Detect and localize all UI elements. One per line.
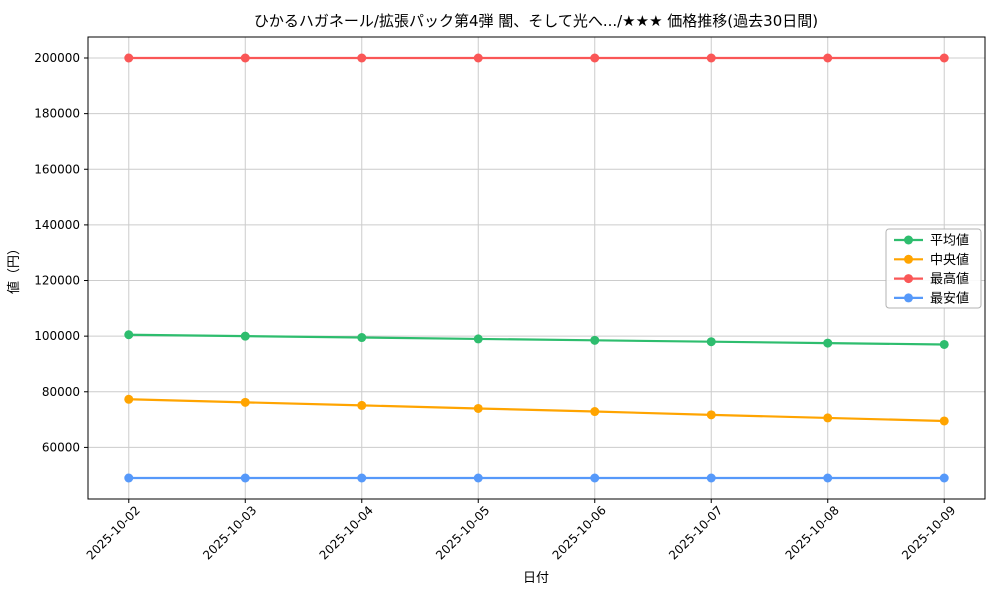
x-axis-label: 日付: [523, 571, 549, 586]
y-tick-label: 120000: [34, 274, 80, 288]
data-point-median-price: [473, 403, 483, 413]
data-point-lowest-price: [240, 473, 250, 483]
y-tick-label: 80000: [42, 385, 80, 399]
data-point-average-price: [823, 338, 833, 348]
grid-layer: [88, 37, 985, 499]
data-point-median-price: [939, 416, 949, 426]
legend-marker-dot-average-price: [904, 235, 913, 245]
chart-title: ひかるハガネール/拡張パック第4弾 闇、そして光へ.../★★★ 価格推移(過去…: [254, 12, 818, 30]
data-point-average-price: [706, 337, 716, 347]
data-point-median-price: [706, 410, 716, 420]
data-point-average-price: [939, 339, 949, 349]
legend-marker-dot-median-price: [904, 254, 913, 264]
data-point-average-price: [124, 330, 134, 340]
data-point-average-price: [590, 335, 600, 345]
data-point-median-price: [590, 407, 600, 417]
data-point-median-price: [823, 413, 833, 423]
x-tick-label: 2025-10-05: [433, 503, 492, 562]
data-point-average-price: [240, 331, 250, 341]
legend-marker-dot-lowest-price: [904, 293, 913, 303]
data-point-highest-price: [823, 53, 833, 63]
data-point-median-price: [357, 400, 367, 410]
x-tick-label: 2025-10-06: [550, 503, 609, 562]
data-point-median-price: [240, 397, 250, 407]
legend-marker-dot-highest-price: [904, 274, 913, 284]
x-tick-label: 2025-10-04: [317, 503, 376, 562]
x-tick-label: 2025-10-09: [899, 503, 958, 562]
data-point-highest-price: [706, 53, 716, 63]
y-tick-label: 160000: [34, 162, 80, 176]
x-tick-label: 2025-10-08: [783, 503, 842, 562]
y-tick-label: 180000: [34, 107, 80, 121]
legend-label-average-price: 平均値: [930, 233, 969, 249]
x-tick-label: 2025-10-03: [200, 503, 259, 562]
data-point-lowest-price: [939, 473, 949, 483]
data-point-highest-price: [124, 53, 134, 63]
data-point-highest-price: [590, 53, 600, 63]
data-point-highest-price: [939, 53, 949, 63]
x-tick-label: 2025-10-07: [666, 503, 725, 562]
y-tick-label: 140000: [34, 218, 80, 232]
legend-label-median-price: 中央値: [930, 252, 969, 268]
legend-label-lowest-price: 最安値: [930, 290, 969, 306]
y-tick-label: 200000: [34, 51, 80, 65]
data-point-highest-price: [357, 53, 367, 63]
series-line-median-price: [127, 398, 946, 423]
x-tick-label: 2025-10-02: [84, 503, 143, 562]
data-point-highest-price: [473, 53, 483, 63]
legend-label-highest-price: 最高値: [930, 271, 969, 287]
axes-layer: 60000 80000 100000 120000 140000 160000 180000…: [34, 36, 986, 562]
plot-border: [87, 36, 986, 500]
y-tick-label: 60000: [42, 440, 80, 454]
data-point-average-price: [357, 333, 367, 343]
y-axis-label: 値（円）: [6, 242, 22, 294]
data-point-lowest-price: [590, 473, 600, 483]
series-layer: [124, 53, 949, 483]
data-point-average-price: [473, 334, 483, 344]
data-point-lowest-price: [357, 473, 367, 483]
data-point-median-price: [124, 394, 134, 404]
data-point-lowest-price: [124, 473, 134, 483]
data-point-lowest-price: [473, 473, 483, 483]
data-point-lowest-price: [823, 473, 833, 483]
legend-box: [885, 228, 982, 309]
data-point-highest-price: [240, 53, 250, 63]
series-line-average-price: [127, 333, 946, 346]
y-tick-label: 100000: [34, 329, 80, 343]
data-point-lowest-price: [706, 473, 716, 483]
